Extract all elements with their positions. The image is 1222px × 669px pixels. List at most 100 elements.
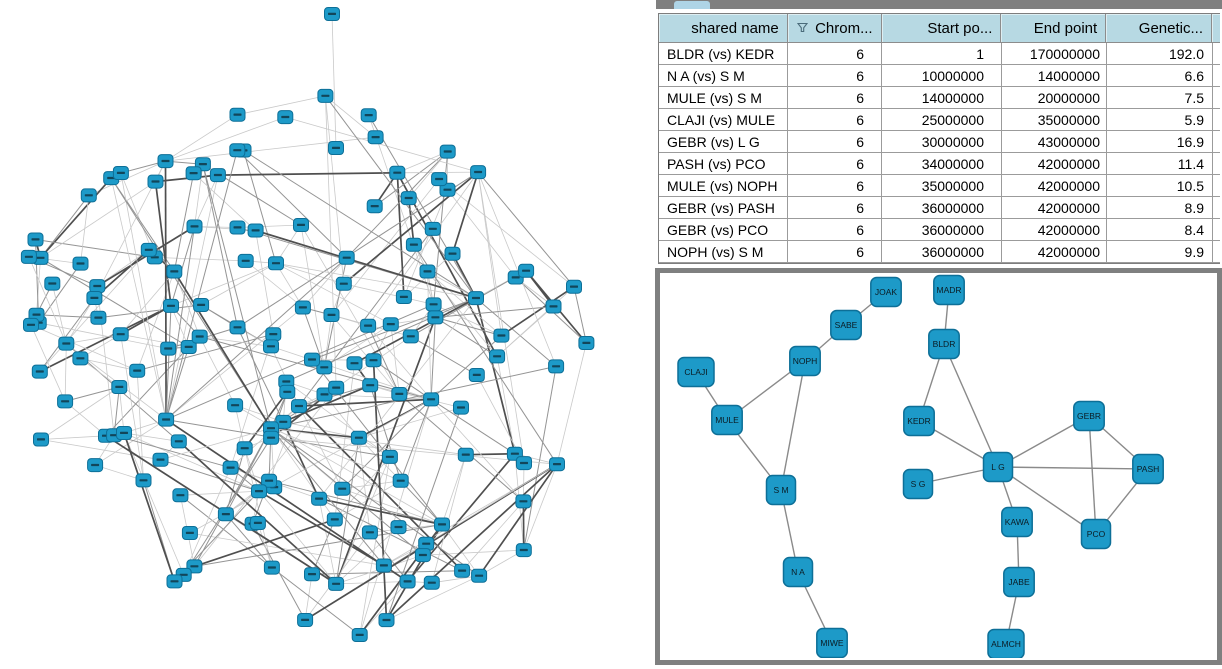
node-shape[interactable] (1001, 506, 1033, 538)
table-cell[interactable]: 192.0 (1107, 43, 1213, 65)
overview-node[interactable] (209, 168, 226, 183)
overview-node[interactable] (57, 394, 74, 409)
node-shape[interactable] (816, 627, 848, 659)
table-cell[interactable]: 43000000 (1002, 131, 1107, 153)
overview-node[interactable] (265, 327, 282, 342)
overview-node[interactable] (457, 447, 474, 462)
table-cell[interactable]: BLDR (vs) KEDR (659, 43, 788, 65)
overview-node[interactable] (116, 426, 132, 440)
overview-node[interactable] (229, 220, 246, 235)
node-shape[interactable] (1073, 400, 1105, 432)
table-cell[interactable]: N A (vs) S M (659, 65, 788, 87)
node-shape[interactable] (870, 276, 902, 308)
overview-node[interactable] (516, 456, 532, 471)
table-cell[interactable]: 30000000 (882, 131, 1002, 153)
overview-node[interactable] (166, 574, 183, 589)
table-cell[interactable]: 6 (788, 109, 882, 131)
network-node-GEBR[interactable]: GEBR (1073, 400, 1105, 432)
table-cell[interactable]: 6 (788, 197, 882, 219)
overview-node[interactable] (328, 576, 345, 591)
overview-node[interactable] (87, 458, 104, 473)
overview-node[interactable] (89, 279, 106, 294)
table-cell[interactable]: MULE (vs) NOPH (659, 175, 788, 197)
table-row[interactable]: GEBR (vs) PASH 6 36000000 42000000 8.9 (659, 197, 1220, 219)
overview-node[interactable] (566, 279, 582, 294)
node-shape[interactable] (765, 474, 797, 506)
overview-node[interactable] (72, 256, 89, 271)
overview-node[interactable] (515, 543, 532, 558)
node-shape[interactable] (982, 451, 1014, 483)
overview-node[interactable] (111, 380, 128, 394)
overview-node[interactable] (366, 199, 383, 214)
table-cell[interactable]: 6 (788, 153, 882, 175)
overview-node[interactable] (549, 457, 565, 472)
overview-node[interactable] (468, 368, 485, 382)
overview-node[interactable] (548, 359, 565, 374)
overview-node[interactable] (58, 336, 75, 351)
network-node-BLDR[interactable]: BLDR (928, 328, 960, 360)
node-shape[interactable] (1132, 453, 1164, 485)
table-cell[interactable]: 42000000 (1002, 175, 1107, 197)
overview-node[interactable] (489, 349, 506, 364)
table-row[interactable]: GEBR (vs) L G 6 30000000 43000000 16.9 (659, 131, 1220, 153)
network-edge-GEBR-PCO[interactable] (1088, 415, 1097, 535)
overview-node[interactable] (493, 328, 510, 343)
overview-node[interactable] (277, 110, 294, 125)
overview-node[interactable] (72, 351, 89, 366)
column-header-start-position[interactable]: Start po... (881, 14, 1002, 43)
funnel-icon[interactable] (796, 20, 809, 37)
network-node-SM[interactable]: S M (765, 474, 797, 506)
node-shape[interactable] (789, 345, 821, 377)
overview-node[interactable] (471, 568, 488, 583)
table-cell[interactable]: 6 (788, 241, 882, 263)
network-node-JABE[interactable]: JABE (1003, 566, 1035, 598)
overview-node[interactable] (338, 250, 355, 265)
network-node-PASH[interactable]: PASH (1132, 453, 1164, 485)
overview-node[interactable] (170, 434, 187, 449)
overview-node[interactable] (395, 290, 412, 304)
table-cell[interactable]: 25000000 (882, 109, 1002, 131)
overview-node[interactable] (172, 488, 189, 503)
overview-node[interactable] (185, 166, 202, 181)
overview-node[interactable] (361, 525, 378, 540)
table-cell[interactable]: GEBR (vs) L G (659, 131, 788, 153)
overview-node[interactable] (193, 298, 210, 312)
overview-node[interactable] (468, 291, 484, 306)
node-shape[interactable] (933, 274, 965, 306)
table-row[interactable]: N A (vs) S M 6 10000000 14000000 6.6 (659, 65, 1220, 87)
overview-node[interactable] (434, 517, 450, 532)
table-cell[interactable]: 9.9 (1107, 241, 1213, 263)
overview-node[interactable] (261, 473, 278, 488)
overview-node[interactable] (444, 246, 461, 261)
overview-node[interactable] (350, 430, 367, 445)
table-cell[interactable]: 5.9 (1107, 109, 1213, 131)
column-header-chromosome[interactable]: Chrom... (787, 14, 882, 43)
overview-node[interactable] (44, 276, 61, 291)
node-shape[interactable] (903, 405, 935, 437)
overview-node[interactable] (427, 310, 444, 325)
overview-node[interactable] (217, 507, 234, 522)
overview-node[interactable] (424, 221, 441, 236)
table-cell[interactable]: GEBR (vs) PASH (659, 197, 788, 219)
network-node-MADR[interactable]: MADR (933, 274, 965, 306)
overview-node[interactable] (158, 412, 175, 427)
table-cell[interactable]: 42000000 (1002, 241, 1107, 263)
table-cell[interactable]: 8.4 (1107, 219, 1213, 241)
table-cell[interactable]: 42000000 (1002, 153, 1107, 175)
overview-node[interactable] (439, 182, 456, 197)
network-node-PCO[interactable]: PCO (1080, 518, 1112, 550)
overview-node[interactable] (391, 387, 408, 401)
table-row[interactable]: BLDR (vs) KEDR 6 1 170000000 192.0 (659, 43, 1220, 65)
table-cell[interactable]: 6 (788, 175, 882, 197)
overview-node[interactable] (237, 253, 254, 268)
overview-node[interactable] (439, 144, 456, 159)
table-cell[interactable]: 6 (788, 87, 882, 109)
overview-node[interactable] (367, 130, 384, 145)
overview-node[interactable] (263, 430, 280, 445)
overview-node[interactable] (390, 520, 407, 535)
overview-node[interactable] (222, 460, 239, 475)
overview-node[interactable] (263, 560, 280, 575)
network-node-NOPH[interactable]: NOPH (789, 345, 821, 377)
table-cell[interactable]: 1 (882, 43, 1002, 65)
overview-node[interactable] (23, 317, 39, 332)
